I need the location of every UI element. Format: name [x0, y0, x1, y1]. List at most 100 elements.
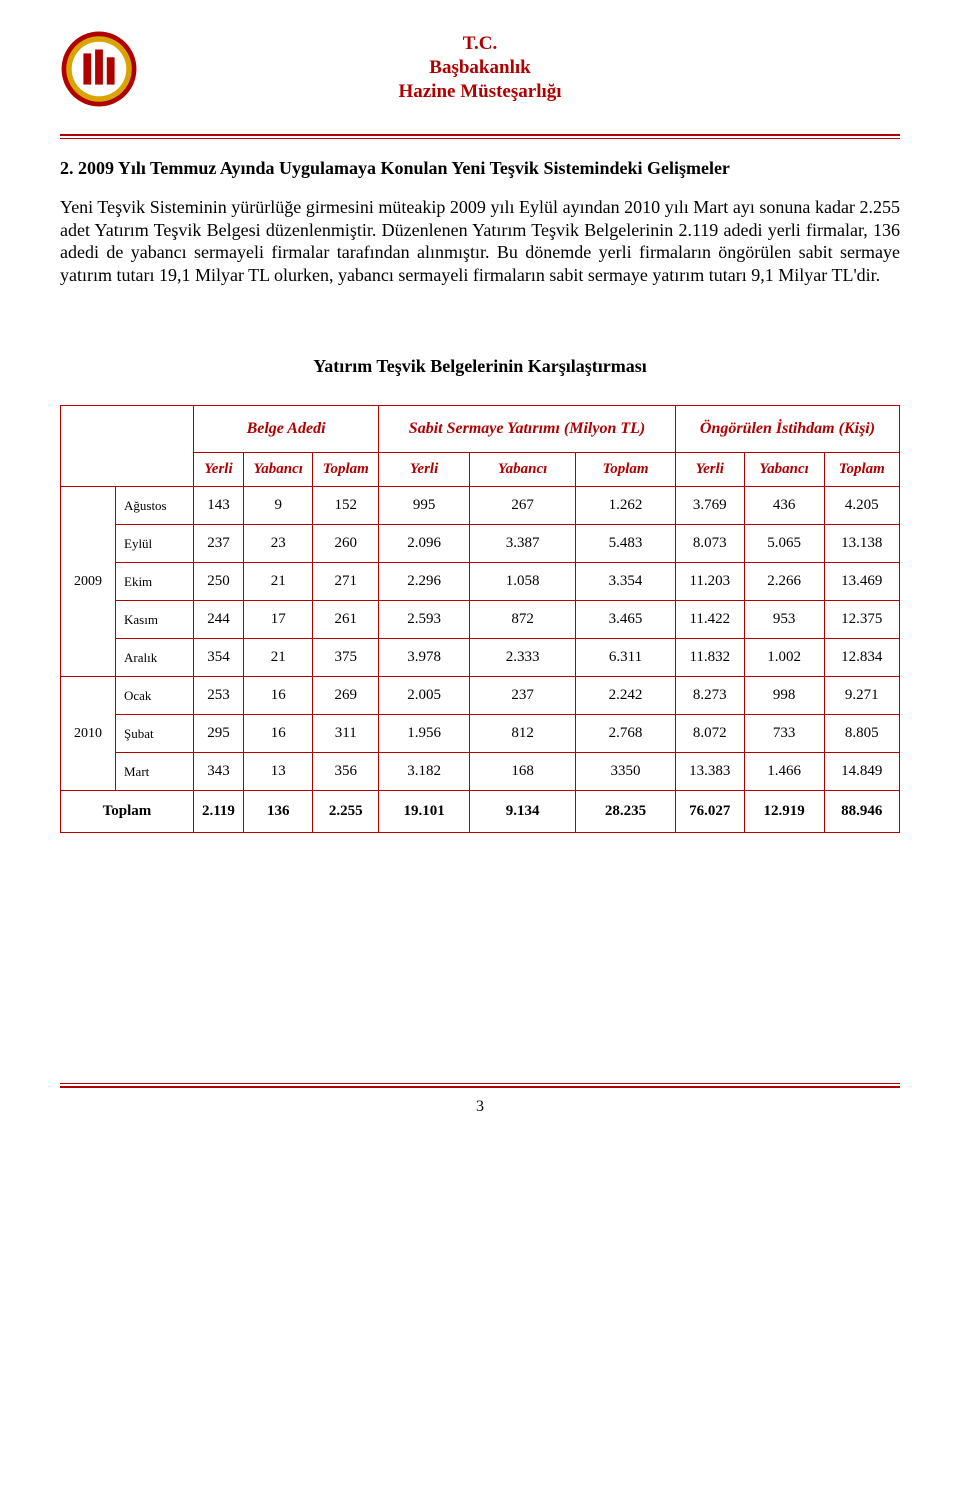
value-cell: 11.203	[675, 563, 744, 601]
total-value-cell: 28.235	[576, 791, 676, 833]
month-cell: Ekim	[116, 563, 194, 601]
month-cell: Aralık	[116, 639, 194, 677]
value-cell: 343	[194, 753, 244, 791]
agency-logo	[60, 30, 138, 108]
month-cell: Ocak	[116, 677, 194, 715]
table-head: Belge Adedi Sabit Sermaye Yatırımı (Mily…	[61, 406, 900, 487]
value-cell: 2.266	[744, 563, 824, 601]
footer-rule-thin	[60, 1083, 900, 1084]
value-cell: 2.096	[379, 525, 470, 563]
value-cell: 995	[379, 487, 470, 525]
page-number: 3	[60, 1098, 900, 1116]
table-row: Kasım244172612.5938723.46511.42295312.37…	[61, 601, 900, 639]
month-cell: Eylül	[116, 525, 194, 563]
value-cell: 13.469	[824, 563, 899, 601]
value-cell: 1.466	[744, 753, 824, 791]
value-cell: 143	[194, 487, 244, 525]
value-cell: 21	[243, 563, 313, 601]
value-cell: 2.296	[379, 563, 470, 601]
value-cell: 311	[313, 715, 379, 753]
value-cell: 1.002	[744, 639, 824, 677]
value-cell: 5.483	[576, 525, 676, 563]
value-cell: 3350	[576, 753, 676, 791]
value-cell: 733	[744, 715, 824, 753]
header-line-1: T.C.	[60, 32, 900, 56]
value-cell: 8.805	[824, 715, 899, 753]
page-footer: 3	[60, 1083, 900, 1116]
value-cell: 2.005	[379, 677, 470, 715]
table-row: Eylül237232602.0963.3875.4838.0735.06513…	[61, 525, 900, 563]
value-cell: 244	[194, 601, 244, 639]
header-rule-thick	[60, 134, 900, 136]
year-cell: 2009	[61, 487, 116, 677]
value-cell: 9.271	[824, 677, 899, 715]
value-cell: 6.311	[576, 639, 676, 677]
value-cell: 16	[243, 677, 313, 715]
value-cell: 4.205	[824, 487, 899, 525]
value-cell: 269	[313, 677, 379, 715]
value-cell: 953	[744, 601, 824, 639]
month-cell: Şubat	[116, 715, 194, 753]
month-cell: Mart	[116, 753, 194, 791]
value-cell: 812	[470, 715, 576, 753]
value-cell: 21	[243, 639, 313, 677]
sub-head-8: Toplam	[824, 453, 899, 487]
value-cell: 11.422	[675, 601, 744, 639]
corner-blank	[61, 406, 194, 487]
value-cell: 253	[194, 677, 244, 715]
group-head-belge: Belge Adedi	[194, 406, 379, 453]
value-cell: 998	[744, 677, 824, 715]
value-cell: 295	[194, 715, 244, 753]
table-row: Aralık354213753.9782.3336.31111.8321.002…	[61, 639, 900, 677]
value-cell: 250	[194, 563, 244, 601]
total-value-cell: 76.027	[675, 791, 744, 833]
value-cell: 168	[470, 753, 576, 791]
value-cell: 12.375	[824, 601, 899, 639]
value-cell: 3.769	[675, 487, 744, 525]
value-cell: 3.387	[470, 525, 576, 563]
value-cell: 237	[470, 677, 576, 715]
sub-head-4: Yabancı	[470, 453, 576, 487]
sub-head-1: Yabancı	[243, 453, 313, 487]
month-cell: Ağustos	[116, 487, 194, 525]
value-cell: 436	[744, 487, 824, 525]
value-cell: 3.978	[379, 639, 470, 677]
footer-rule-thick	[60, 1086, 900, 1088]
value-cell: 872	[470, 601, 576, 639]
year-cell: 2010	[61, 677, 116, 791]
value-cell: 1.956	[379, 715, 470, 753]
value-cell: 16	[243, 715, 313, 753]
sub-head-7: Yabancı	[744, 453, 824, 487]
value-cell: 14.849	[824, 753, 899, 791]
total-value-cell: 12.919	[744, 791, 824, 833]
value-cell: 8.072	[675, 715, 744, 753]
header-line-3: Hazine Müsteşarlığı	[60, 80, 900, 104]
value-cell: 13	[243, 753, 313, 791]
total-value-cell: 88.946	[824, 791, 899, 833]
value-cell: 8.273	[675, 677, 744, 715]
value-cell: 5.065	[744, 525, 824, 563]
sub-head-5: Toplam	[576, 453, 676, 487]
group-header-row: Belge Adedi Sabit Sermaye Yatırımı (Mily…	[61, 406, 900, 453]
sub-head-0: Yerli	[194, 453, 244, 487]
value-cell: 1.262	[576, 487, 676, 525]
value-cell: 13.138	[824, 525, 899, 563]
body-paragraph: Yeni Teşvik Sisteminin yürürlüğe girmesi…	[60, 196, 900, 286]
sub-head-6: Yerli	[675, 453, 744, 487]
month-cell: Kasım	[116, 601, 194, 639]
value-cell: 8.073	[675, 525, 744, 563]
value-cell: 1.058	[470, 563, 576, 601]
total-value-cell: 9.134	[470, 791, 576, 833]
value-cell: 261	[313, 601, 379, 639]
total-value-cell: 2.119	[194, 791, 244, 833]
group-head-istihdam: Öngörülen İstihdam (Kişi)	[675, 406, 899, 453]
section-title: 2. 2009 Yılı Temmuz Ayında Uygulamaya Ko…	[60, 157, 900, 180]
header-rule-thin	[60, 138, 900, 139]
value-cell: 237	[194, 525, 244, 563]
total-row: Toplam2.1191362.25519.1019.13428.23576.0…	[61, 791, 900, 833]
table-row: Mart343133563.182168335013.3831.46614.84…	[61, 753, 900, 791]
value-cell: 260	[313, 525, 379, 563]
table-title: Yatırım Teşvik Belgelerinin Karşılaştırm…	[60, 356, 900, 377]
value-cell: 354	[194, 639, 244, 677]
total-value-cell: 136	[243, 791, 313, 833]
